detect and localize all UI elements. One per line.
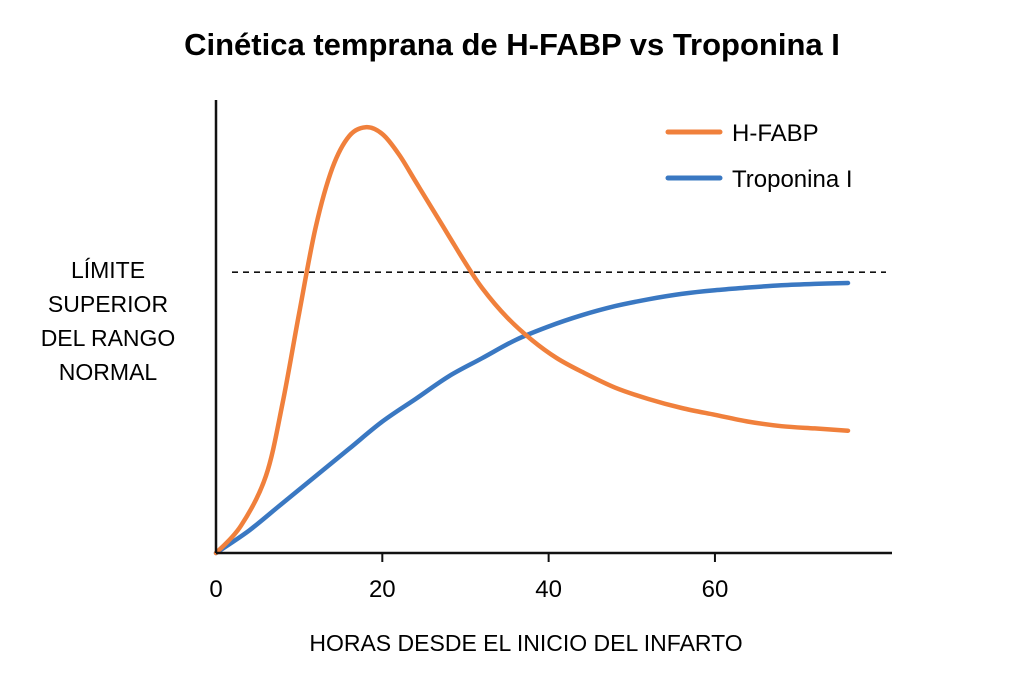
reference-label-line: NORMAL [59,359,158,385]
legend: H-FABP Troponina I [665,120,853,193]
reference-label-line: LÍMITE [71,257,145,283]
chart-title: Cinética temprana de H-FABP vs Troponina… [184,27,840,62]
legend-label: H-FABP [732,120,819,147]
series-group [213,124,851,556]
x-tick-label: 40 [535,576,562,603]
x-tick-label: 60 [702,576,729,603]
x-tick-label: 0 [209,576,222,603]
reference-label-line: DEL RANGO [41,325,176,351]
reference-label-line: SUPERIOR [48,291,168,317]
x-tick-label: 20 [369,576,396,603]
reference-line-label: LÍMITE SUPERIOR DEL RANGO NORMAL [41,257,176,385]
x-ticks: 0 20 40 60 [209,553,728,603]
series-line-h-fabp [213,124,851,556]
legend-label: Troponina I [732,166,853,193]
series-line-troponina-i [213,280,851,556]
x-axis-label: HORAS DESDE EL INICIO DEL INFARTO [309,630,742,656]
